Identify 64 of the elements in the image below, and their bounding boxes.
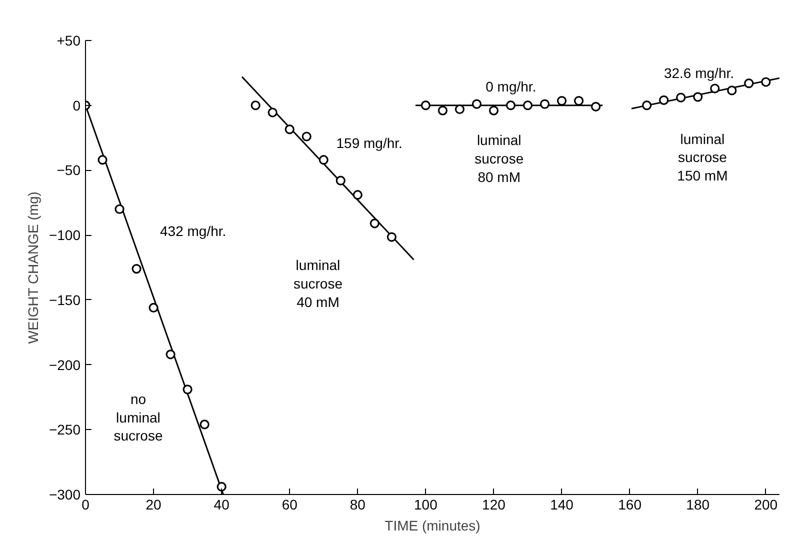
y-tick-label: 0 — [72, 97, 81, 114]
x-tick-label: 80 — [350, 496, 366, 512]
annotation: no luminal sucrose — [114, 390, 163, 444]
point — [352, 190, 362, 200]
point — [132, 264, 142, 274]
point — [761, 77, 771, 87]
point — [370, 218, 380, 228]
x-tick-label: 140 — [550, 496, 574, 512]
x-tick-label: 180 — [686, 496, 710, 512]
point — [472, 99, 482, 109]
y-tick-label: −250 — [48, 422, 81, 438]
x-axis-title: TIME (minutes) — [384, 518, 480, 534]
point — [540, 99, 550, 109]
point — [284, 124, 294, 134]
point — [148, 302, 158, 313]
point — [98, 155, 108, 165]
annotation: 159 mg/hr. — [336, 135, 402, 152]
point — [744, 78, 754, 88]
annotation: 0 mg/hr. — [486, 78, 536, 94]
point — [727, 86, 737, 96]
point — [693, 92, 703, 102]
annotation: 32.6 mg/hr. — [664, 65, 734, 82]
point — [336, 176, 346, 186]
point — [216, 482, 226, 492]
point — [522, 100, 533, 110]
annotation: luminal sucrose 80 mM — [474, 132, 524, 185]
point — [250, 100, 260, 110]
point — [200, 420, 210, 430]
point — [166, 350, 176, 360]
point — [420, 100, 430, 110]
x-tick-label: 200 — [754, 496, 778, 512]
x-tick-label: 160 — [618, 496, 642, 512]
x-tick-label: 100 — [414, 496, 438, 512]
x-tick-label: 20 — [146, 496, 162, 512]
point — [438, 106, 448, 116]
y-axis-title: WEIGHT CHANGE (mg) — [24, 192, 41, 344]
x-tick-label: 60 — [282, 496, 298, 512]
point — [182, 384, 192, 394]
annotation: luminal sucrose 150 mM — [677, 130, 728, 184]
point — [386, 232, 396, 242]
point — [574, 96, 584, 106]
y-tick-label: −100 — [48, 227, 81, 244]
y-tick-label: −150 — [48, 292, 81, 308]
point — [676, 92, 686, 102]
point — [114, 204, 124, 214]
point — [710, 84, 720, 94]
point — [506, 100, 516, 110]
annotation: 432 mg/hr. — [160, 223, 226, 240]
point — [318, 155, 328, 165]
y-tick-label: −50 — [56, 162, 81, 178]
annotation: luminal sucrose 40 mM — [293, 256, 343, 310]
point — [642, 100, 652, 110]
point — [268, 108, 278, 118]
point — [590, 102, 601, 112]
x-tick-label: 120 — [482, 496, 506, 512]
point — [302, 132, 312, 142]
x-tick-label: 40 — [214, 496, 230, 512]
y-tick-label: −200 — [48, 356, 81, 373]
point — [659, 95, 669, 105]
point — [488, 106, 499, 116]
y-tick-label: −300 — [48, 486, 81, 502]
y-tick-label: +50 — [56, 32, 81, 48]
point — [556, 96, 567, 106]
point — [454, 104, 465, 114]
